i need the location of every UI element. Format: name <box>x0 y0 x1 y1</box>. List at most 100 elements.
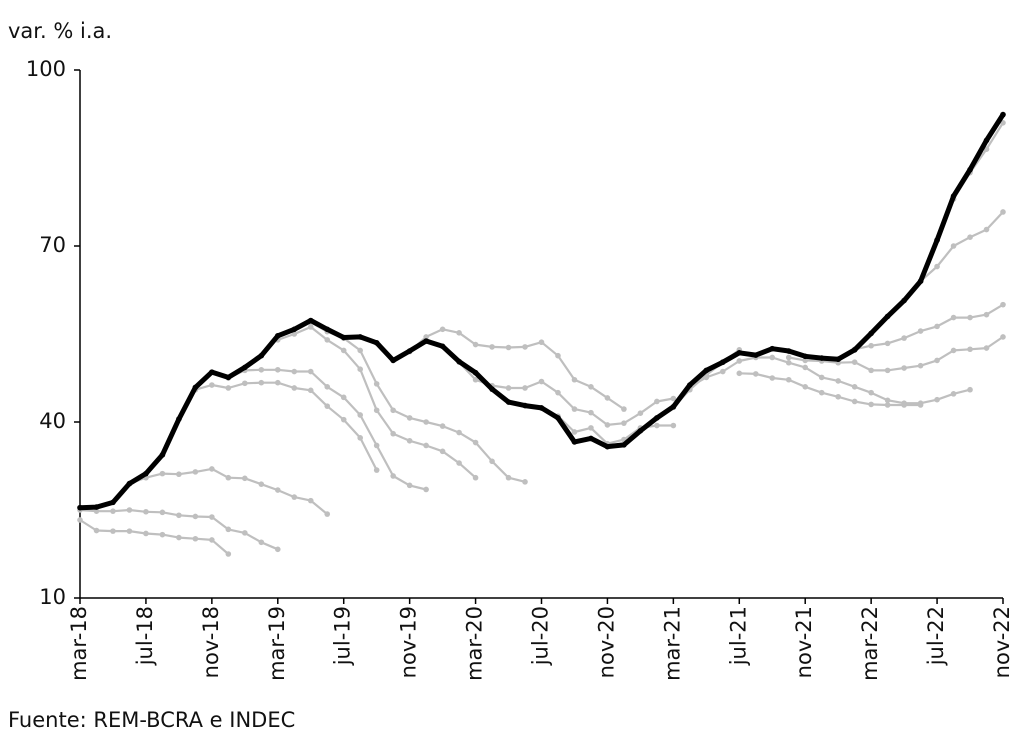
point <box>621 442 627 448</box>
point <box>1000 209 1006 215</box>
point <box>802 384 809 390</box>
point <box>736 370 743 377</box>
point <box>159 509 166 516</box>
point <box>209 369 215 375</box>
point <box>390 473 396 479</box>
point <box>967 166 973 173</box>
point <box>802 364 809 371</box>
point <box>489 386 495 392</box>
point <box>983 345 990 351</box>
point <box>571 439 578 445</box>
point <box>307 317 314 324</box>
point <box>291 368 298 375</box>
point <box>983 311 990 318</box>
point <box>505 385 512 391</box>
point <box>324 384 331 390</box>
y-tick-label: 70 <box>39 233 66 257</box>
x-tick-label: nov-20 <box>594 606 618 678</box>
point <box>538 339 545 346</box>
point <box>258 366 265 373</box>
point <box>176 512 182 519</box>
point <box>472 341 479 348</box>
point <box>851 359 858 365</box>
point <box>423 338 429 344</box>
point <box>258 481 265 487</box>
point <box>159 470 166 477</box>
point <box>538 405 545 411</box>
point <box>851 398 858 405</box>
point <box>654 415 660 421</box>
point <box>274 332 281 339</box>
point <box>934 396 940 403</box>
point <box>373 407 380 414</box>
source: Fuente: REM-BCRA e INDEC <box>8 708 295 732</box>
point <box>505 344 512 351</box>
point <box>373 442 380 449</box>
point <box>209 382 215 388</box>
point <box>242 530 248 536</box>
point <box>340 394 347 401</box>
point <box>522 385 528 391</box>
point <box>209 466 215 472</box>
point <box>522 402 528 409</box>
point <box>621 406 627 412</box>
point <box>818 389 825 396</box>
y-tick-label: 40 <box>39 409 66 433</box>
point <box>917 278 924 285</box>
x-tick-label: jul-18 <box>133 606 157 666</box>
point <box>209 537 215 543</box>
x-tick-label: jul-22 <box>924 606 948 666</box>
point <box>324 326 331 333</box>
point <box>176 416 182 422</box>
point <box>654 422 660 429</box>
point <box>307 324 314 330</box>
point <box>785 348 792 354</box>
point <box>439 423 446 429</box>
point <box>209 514 215 520</box>
x-tick-label: jul-20 <box>529 606 553 666</box>
series-line <box>919 211 1004 283</box>
point <box>274 546 281 553</box>
point <box>769 375 776 381</box>
point <box>670 395 677 402</box>
point <box>291 331 298 337</box>
series-line <box>788 335 1004 372</box>
point <box>637 428 644 434</box>
point <box>456 460 462 466</box>
point <box>340 416 347 423</box>
point <box>835 378 841 384</box>
point <box>868 342 874 349</box>
point <box>373 467 380 473</box>
point <box>456 358 462 365</box>
y-tick-label: 10 <box>39 585 66 609</box>
point <box>752 352 759 358</box>
point <box>1000 301 1006 308</box>
y-axis-label: var. % i.a. <box>8 19 112 43</box>
point <box>868 367 874 374</box>
point <box>390 357 396 364</box>
point <box>357 435 363 441</box>
x-tick-label: mar-19 <box>265 606 289 681</box>
point <box>835 393 841 400</box>
point <box>884 402 891 408</box>
point <box>192 469 199 475</box>
point <box>159 452 166 458</box>
point <box>917 402 924 408</box>
point <box>423 334 429 340</box>
point <box>93 508 100 514</box>
point <box>802 357 809 364</box>
point <box>588 435 594 442</box>
point <box>654 398 660 405</box>
point <box>967 386 973 393</box>
point <box>769 345 776 352</box>
x-tick-label: jul-19 <box>331 606 355 666</box>
point <box>192 513 199 520</box>
point <box>291 326 298 333</box>
point <box>752 371 759 377</box>
point <box>126 528 133 534</box>
point <box>143 470 149 477</box>
point <box>242 380 248 387</box>
point <box>884 367 891 374</box>
point <box>720 359 726 365</box>
point <box>736 349 743 356</box>
